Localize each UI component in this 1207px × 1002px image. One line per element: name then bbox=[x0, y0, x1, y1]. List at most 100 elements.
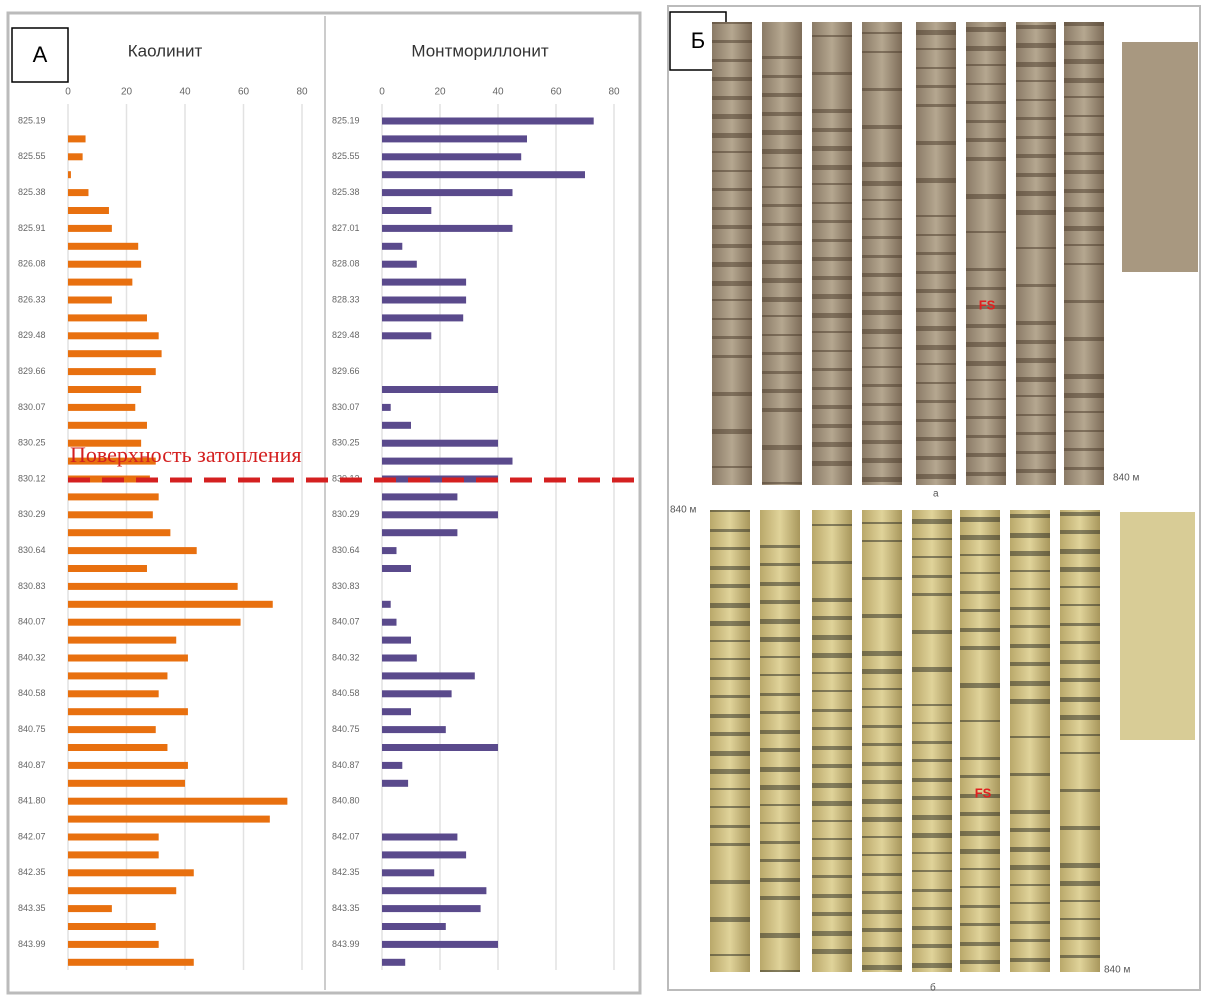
core-band bbox=[862, 421, 902, 425]
core-band bbox=[1060, 512, 1100, 516]
core-band bbox=[762, 260, 802, 264]
y-tick-label: 840.80 bbox=[332, 796, 360, 806]
bar bbox=[382, 779, 409, 787]
y-tick-label: 825.19 bbox=[332, 115, 360, 125]
core-band bbox=[712, 225, 752, 229]
core-band bbox=[966, 27, 1006, 32]
core-band bbox=[710, 510, 750, 512]
core-band bbox=[812, 165, 852, 170]
core-band bbox=[762, 334, 802, 336]
x-tick-label: 80 bbox=[296, 87, 308, 98]
core-band bbox=[960, 517, 1000, 522]
core-band bbox=[712, 262, 752, 267]
chart-title: Каолинит bbox=[128, 41, 203, 60]
core-band bbox=[812, 72, 852, 75]
bar bbox=[68, 565, 147, 572]
core-band bbox=[1064, 59, 1104, 64]
core-band bbox=[1016, 191, 1056, 196]
core-band bbox=[760, 674, 800, 676]
y-tick-label: 830.25 bbox=[332, 438, 360, 448]
core-band bbox=[762, 56, 802, 59]
core-band bbox=[812, 931, 852, 936]
bar bbox=[68, 189, 89, 197]
core-band bbox=[762, 204, 802, 207]
bar bbox=[68, 797, 288, 805]
bar bbox=[68, 833, 159, 841]
core-band bbox=[1064, 152, 1104, 155]
core-band bbox=[966, 157, 1006, 161]
core-band bbox=[966, 64, 1006, 66]
core-band bbox=[862, 706, 902, 708]
core-band bbox=[960, 886, 1000, 888]
bar bbox=[68, 278, 133, 286]
bar bbox=[68, 386, 142, 393]
x-tick-label: 60 bbox=[550, 87, 562, 98]
bar bbox=[382, 260, 417, 268]
core-band bbox=[812, 202, 852, 204]
core-band bbox=[812, 820, 852, 822]
core-band bbox=[1064, 467, 1104, 470]
core-band bbox=[710, 621, 750, 626]
core-band bbox=[712, 114, 752, 119]
bar bbox=[68, 923, 156, 930]
y-tick-label: 840.87 bbox=[18, 760, 46, 770]
core-band bbox=[1016, 358, 1056, 363]
x-tick-label: 20 bbox=[434, 87, 446, 98]
bar bbox=[382, 618, 397, 626]
core-band bbox=[710, 843, 750, 846]
core-band bbox=[966, 83, 1006, 85]
core-band bbox=[862, 854, 902, 856]
core-band bbox=[1010, 958, 1050, 962]
core-band bbox=[710, 751, 750, 756]
core-band bbox=[762, 75, 802, 78]
bar bbox=[382, 135, 527, 143]
core-band bbox=[916, 308, 956, 312]
core-band bbox=[862, 799, 902, 804]
core-band bbox=[712, 392, 752, 396]
core-band bbox=[966, 361, 1006, 366]
core-band bbox=[710, 917, 750, 922]
core-band bbox=[762, 389, 802, 393]
core-band bbox=[960, 572, 1000, 574]
core-band bbox=[960, 591, 1000, 594]
core-band bbox=[960, 960, 1000, 964]
core-band bbox=[862, 522, 902, 524]
core-band bbox=[760, 785, 800, 790]
y-tick-label: 841.80 bbox=[18, 796, 46, 806]
core-band bbox=[960, 942, 1000, 946]
core-band bbox=[916, 234, 956, 236]
core-band bbox=[862, 199, 902, 201]
core-band bbox=[760, 804, 800, 806]
photo-caption: б bbox=[930, 982, 936, 994]
bar bbox=[382, 887, 487, 895]
bar bbox=[68, 905, 112, 913]
core-band bbox=[710, 603, 750, 608]
core-band bbox=[1060, 660, 1100, 664]
core-band bbox=[1060, 900, 1100, 902]
core-band bbox=[960, 868, 1000, 870]
core-strip bbox=[812, 22, 852, 485]
core-strip bbox=[1010, 510, 1050, 972]
bar bbox=[382, 457, 513, 465]
bar bbox=[382, 636, 411, 644]
core-band bbox=[1060, 567, 1100, 572]
core-band bbox=[912, 889, 952, 892]
panel-label-box bbox=[11, 27, 69, 83]
core-band bbox=[712, 133, 752, 138]
core-band bbox=[966, 46, 1006, 51]
fs-label: FS bbox=[975, 785, 992, 800]
core-band bbox=[760, 767, 800, 772]
core-band bbox=[916, 382, 956, 384]
y-tick-label: 826.33 bbox=[18, 294, 46, 304]
core-band bbox=[710, 806, 750, 808]
bar bbox=[68, 779, 185, 787]
y-tick-label: 840.87 bbox=[332, 760, 360, 770]
core-band bbox=[760, 711, 800, 714]
core-band bbox=[916, 271, 956, 274]
bar bbox=[382, 153, 522, 161]
core-band bbox=[862, 255, 902, 258]
y-tick-label: 840.58 bbox=[18, 688, 46, 698]
bar bbox=[382, 439, 498, 447]
core-band bbox=[1010, 736, 1050, 738]
core-band bbox=[960, 812, 1000, 816]
